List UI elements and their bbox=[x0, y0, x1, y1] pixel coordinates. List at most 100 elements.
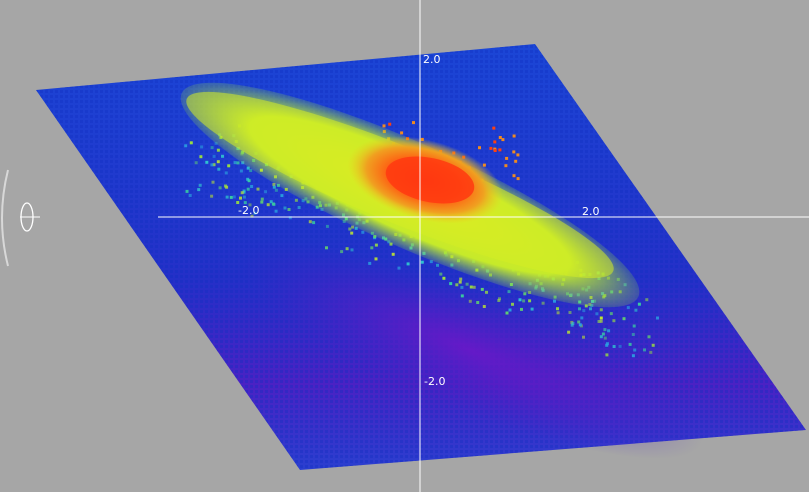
axis-label-bottom: -2.0 bbox=[424, 375, 446, 388]
scatter-point bbox=[264, 190, 268, 194]
scatter-point bbox=[605, 342, 609, 346]
scatter-point bbox=[256, 187, 260, 191]
scatter-point bbox=[239, 169, 243, 173]
scatter-point bbox=[605, 343, 609, 347]
scatter-point bbox=[478, 146, 481, 150]
scatter-point bbox=[210, 163, 214, 167]
scatter-point bbox=[501, 138, 505, 142]
scatter-point bbox=[198, 183, 202, 187]
scatter-point bbox=[645, 298, 649, 302]
scatter-point bbox=[647, 335, 651, 339]
scatter-point bbox=[492, 126, 496, 130]
scatter-point bbox=[504, 164, 508, 168]
scatter-point bbox=[185, 189, 189, 193]
scatter-point bbox=[236, 201, 240, 204]
scatter-point bbox=[626, 306, 630, 310]
scatter-point bbox=[283, 206, 287, 210]
ellipse-rotate-icon[interactable] bbox=[20, 202, 34, 232]
scatter-point bbox=[582, 335, 585, 339]
scatter-point bbox=[514, 159, 518, 163]
scatter-point bbox=[497, 299, 501, 302]
scatter-point bbox=[274, 209, 278, 213]
scatter-point bbox=[656, 316, 659, 320]
scatter-point bbox=[649, 350, 653, 354]
scatter-point bbox=[260, 200, 264, 204]
scatter-point bbox=[294, 198, 298, 202]
scatter-point bbox=[612, 319, 616, 323]
scatter-point bbox=[582, 309, 586, 313]
scatter-point bbox=[242, 189, 246, 193]
scatter-point bbox=[236, 161, 240, 165]
rotation-handle[interactable] bbox=[0, 168, 40, 268]
scatter-point bbox=[631, 354, 635, 358]
scatter-point bbox=[605, 353, 609, 357]
scatter-point bbox=[511, 302, 514, 306]
scatter-point bbox=[382, 124, 386, 128]
galaxy-core bbox=[385, 156, 475, 204]
scatter-point bbox=[469, 285, 473, 289]
scatter-point bbox=[589, 307, 592, 311]
scatter-point bbox=[556, 307, 559, 311]
scatter-point bbox=[374, 243, 378, 247]
scatter-point bbox=[578, 323, 582, 327]
scatter-point bbox=[312, 221, 316, 225]
scatter-point bbox=[250, 185, 254, 188]
scatter-point bbox=[489, 146, 493, 150]
scatter-point bbox=[340, 250, 344, 254]
scatter-point bbox=[449, 282, 453, 286]
scatter-point bbox=[199, 155, 203, 159]
scatter-point bbox=[248, 203, 252, 207]
scatter-point bbox=[465, 282, 469, 286]
scatter-point bbox=[210, 194, 214, 198]
scatter-point bbox=[188, 194, 192, 197]
scatter-point bbox=[212, 163, 216, 167]
scatter-point bbox=[217, 167, 221, 171]
scatter-point bbox=[361, 230, 365, 234]
scatter-point bbox=[633, 348, 637, 352]
scatter-point bbox=[436, 263, 439, 267]
scatter-point bbox=[400, 131, 404, 135]
scatter-point bbox=[458, 280, 462, 284]
scatter-point bbox=[580, 316, 584, 320]
scatter-point bbox=[350, 248, 354, 252]
scatter-point bbox=[516, 153, 520, 157]
scatter-point bbox=[631, 333, 635, 336]
axis-label-left: -2.0 bbox=[238, 204, 260, 217]
scatter-point bbox=[210, 146, 214, 150]
scatter-point bbox=[460, 285, 464, 289]
scatter-point bbox=[297, 206, 301, 209]
scatter-point bbox=[280, 194, 284, 198]
scatter-point bbox=[612, 345, 616, 348]
scatter-point bbox=[189, 141, 193, 145]
scatter-point bbox=[455, 283, 459, 287]
scatter-point bbox=[271, 202, 275, 206]
scatter-point bbox=[397, 266, 401, 270]
scatter-point bbox=[221, 154, 224, 158]
scatter-point bbox=[224, 184, 227, 188]
scatter-point bbox=[246, 177, 250, 181]
scatter-point bbox=[512, 134, 516, 138]
surface-texture bbox=[36, 44, 806, 470]
scatter-point bbox=[493, 149, 497, 152]
scatter-point bbox=[512, 150, 516, 154]
scatter-point bbox=[253, 211, 257, 215]
scatter-point bbox=[472, 285, 476, 289]
scatter-point bbox=[460, 294, 464, 298]
scatter-point bbox=[288, 216, 292, 220]
scatter-point bbox=[224, 171, 228, 175]
scatter-point bbox=[516, 177, 520, 181]
rotation-arc bbox=[1, 169, 9, 267]
purple-band bbox=[237, 241, 703, 459]
scatter-point bbox=[628, 342, 632, 346]
scatter-point bbox=[272, 185, 276, 189]
scatter-point bbox=[260, 197, 264, 201]
scatter-point bbox=[406, 262, 410, 266]
scatter-point bbox=[599, 308, 603, 312]
scatter-point bbox=[301, 199, 305, 203]
scatter-point bbox=[498, 136, 502, 139]
scatter-point bbox=[218, 186, 222, 190]
scatter-point bbox=[242, 195, 246, 199]
scatter-point bbox=[197, 188, 201, 192]
